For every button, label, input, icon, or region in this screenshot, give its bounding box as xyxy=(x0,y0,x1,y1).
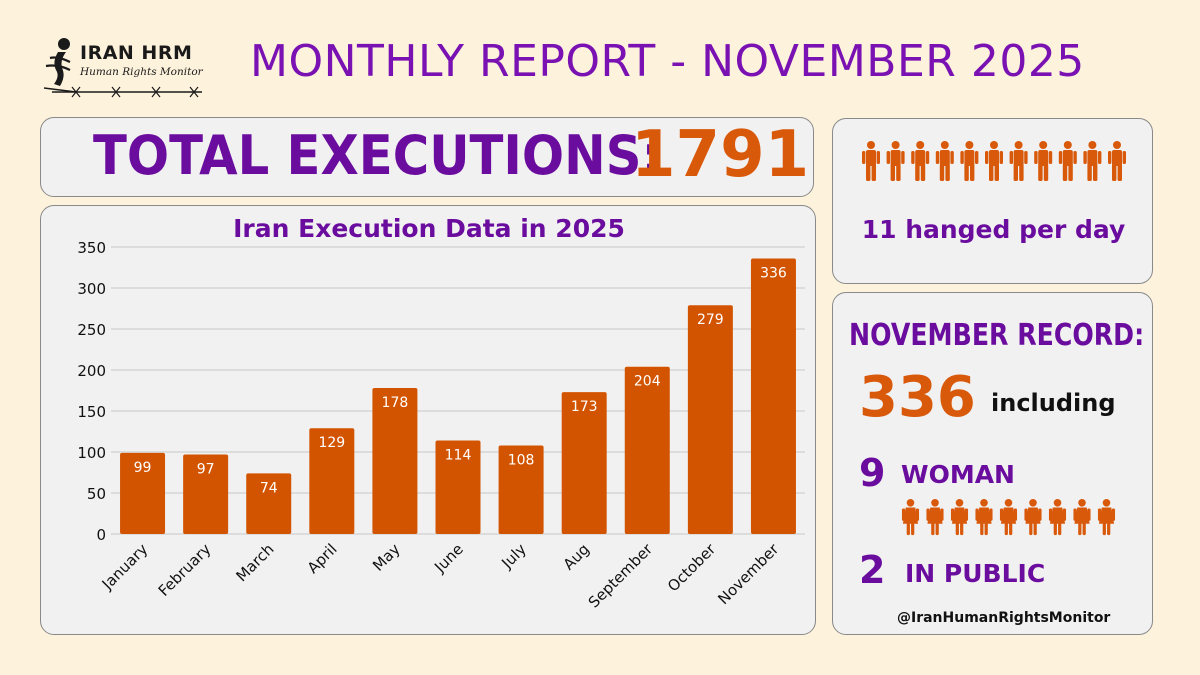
data-label: 279 xyxy=(697,312,724,328)
woman-icon xyxy=(950,499,969,536)
report-title: MONTHLY REPORT - NOVEMBER 2025 xyxy=(250,36,1085,87)
chart-panel: Iran Execution Data in 2025 0 50 100 150 200… xyxy=(40,205,816,635)
data-label: 74 xyxy=(260,480,278,496)
person-icon xyxy=(1009,141,1028,181)
y-tick-label: 100 xyxy=(77,444,106,462)
x-tick-label: April xyxy=(304,540,341,577)
woman-icon xyxy=(1073,499,1091,536)
logo: IRAN HRM Human Rights Monitor xyxy=(40,36,203,100)
bar xyxy=(309,428,355,534)
y-tick-label: 300 xyxy=(77,280,106,298)
woman-icon xyxy=(901,499,920,536)
woman-icon xyxy=(1024,499,1042,536)
record-including: including xyxy=(991,389,1116,417)
barbed-wire-icon xyxy=(52,86,202,98)
chart-title: Iran Execution Data in 2025 xyxy=(233,214,625,243)
woman-icon xyxy=(999,499,1018,536)
x-tick-label: June xyxy=(430,540,467,577)
data-label: 178 xyxy=(382,395,409,411)
data-label: 114 xyxy=(445,448,472,464)
women-count: 9 xyxy=(859,451,886,495)
record-title: NOVEMBER RECORD: xyxy=(849,318,1145,353)
x-tick-label: May xyxy=(369,540,404,575)
person-icon xyxy=(1108,141,1126,181)
record-value: 336 xyxy=(859,365,976,430)
y-tick-label: 350 xyxy=(77,239,106,257)
x-tick-label: October xyxy=(664,540,720,596)
data-label: 97 xyxy=(197,461,215,477)
woman-icon xyxy=(975,499,993,536)
bar xyxy=(561,392,607,534)
total-executions-label: TOTAL EXECUTIONS: xyxy=(93,124,662,187)
bar xyxy=(498,445,544,534)
person-icon xyxy=(1083,141,1102,181)
per-day-panel: 11 hanged per day xyxy=(832,118,1153,284)
x-tick-label: March xyxy=(232,540,277,585)
x-tick-label: Aug xyxy=(560,540,593,573)
woman-icon xyxy=(1048,499,1067,536)
woman-icon xyxy=(926,499,944,536)
bar-chart: 0 50 100 150 200 250 300 350 99 January 97 February… xyxy=(77,239,805,612)
x-tick-label: February xyxy=(155,540,215,600)
public-label: IN PUBLIC xyxy=(905,559,1046,588)
x-tick-label: September xyxy=(585,540,657,612)
women-label: WOMAN xyxy=(901,460,1015,489)
person-icon xyxy=(1058,141,1077,181)
bar xyxy=(183,454,229,534)
woman-icons-row xyxy=(901,499,1116,536)
person-icons-row xyxy=(862,141,1126,181)
data-label: 99 xyxy=(134,460,152,476)
total-executions-value: 1791 xyxy=(631,118,810,192)
data-label: 108 xyxy=(508,452,535,468)
bar xyxy=(246,473,292,534)
person-icon xyxy=(886,141,905,181)
x-tick-label: January xyxy=(98,540,152,594)
person-icon xyxy=(985,141,1003,181)
x-tick-label: November xyxy=(714,540,782,608)
woman-icon xyxy=(1097,499,1116,536)
x-tick-label: July xyxy=(497,540,530,573)
data-label: 336 xyxy=(760,265,787,281)
social-handle: @IranHumanRightsMonitor xyxy=(897,610,1111,626)
y-tick-label: 250 xyxy=(77,321,106,339)
bar xyxy=(750,258,796,534)
person-icon xyxy=(911,141,930,181)
bar xyxy=(435,440,481,534)
person-icon xyxy=(862,141,880,181)
y-tick-label: 200 xyxy=(77,362,106,380)
per-day-text: 11 hanged per day xyxy=(861,215,1126,244)
person-icon xyxy=(960,141,979,181)
total-executions-panel: TOTAL EXECUTIONS: 1791 xyxy=(40,117,814,197)
data-label: 204 xyxy=(634,374,661,390)
y-tick-label: 50 xyxy=(87,485,106,503)
y-tick-label: 150 xyxy=(77,403,106,421)
y-tick-label: 0 xyxy=(96,526,106,544)
person-icon xyxy=(935,141,954,181)
bar xyxy=(372,388,418,534)
november-record-panel: NOVEMBER RECORD: 336 including 9 WOMAN 2… xyxy=(832,292,1153,635)
person-icon xyxy=(1034,141,1053,181)
data-label: 173 xyxy=(571,399,598,415)
logo-tagline: Human Rights Monitor xyxy=(80,66,203,78)
bar xyxy=(120,452,166,534)
public-count: 2 xyxy=(859,548,886,592)
bar xyxy=(687,305,733,534)
data-label: 129 xyxy=(318,435,345,451)
bar xyxy=(624,366,670,534)
logo-brand: IRAN HRM xyxy=(80,42,193,64)
